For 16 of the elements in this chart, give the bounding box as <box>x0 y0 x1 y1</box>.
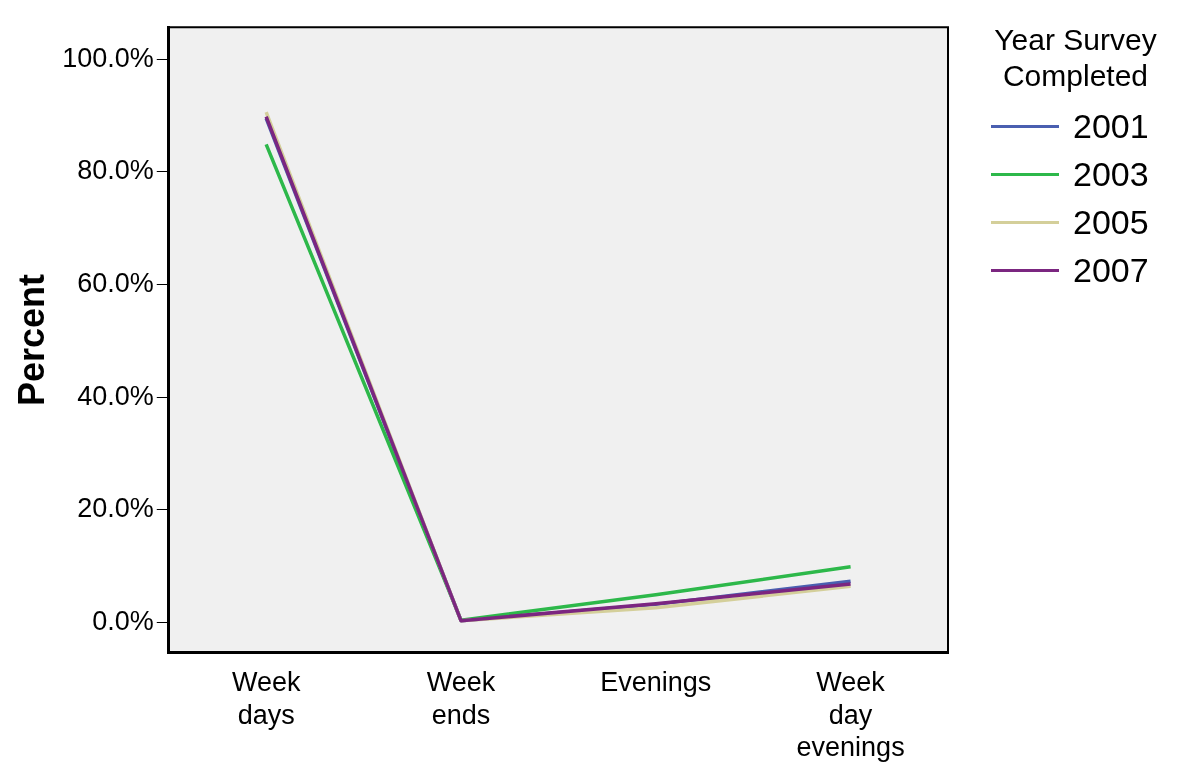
y-axis-title: Percent <box>10 273 52 407</box>
y-tick-label: 100.0% <box>62 42 154 73</box>
legend-title: Year Survey Completed <box>993 22 1158 94</box>
y-tick-label: 80.0% <box>77 155 154 186</box>
y-tick-label: 60.0% <box>77 267 154 298</box>
legend-label: 2007 <box>1073 250 1149 290</box>
x-tick-label: Evenings <box>600 667 712 698</box>
y-tick-label: 40.0% <box>77 380 154 411</box>
x-tick-label: Week ends <box>426 667 496 730</box>
legend-label: 2003 <box>1073 154 1149 194</box>
y-tick-label: 0.0% <box>92 605 154 636</box>
legend-label: 2005 <box>1073 202 1149 242</box>
y-tick-label: 20.0% <box>77 493 154 524</box>
legend-label: 2001 <box>1073 106 1149 146</box>
x-tick-label: Week day evenings <box>796 667 905 763</box>
x-tick-label: Week days <box>231 667 301 730</box>
